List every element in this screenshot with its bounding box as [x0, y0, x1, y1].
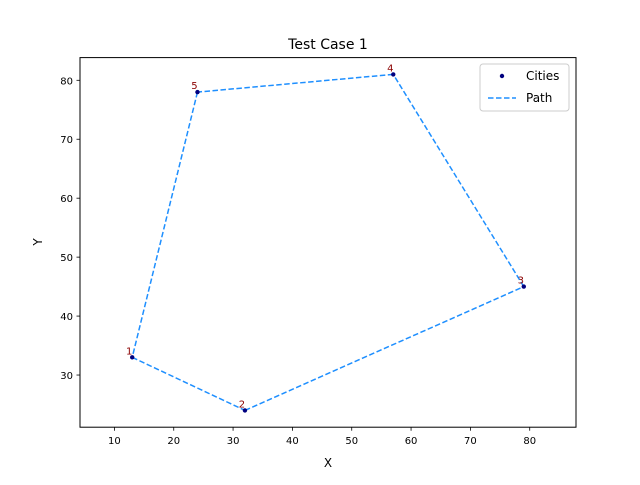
- legend-cities-marker: [499, 73, 505, 79]
- city-label: 1: [126, 346, 132, 357]
- y-tick-label: 80: [60, 76, 73, 87]
- city-label: 4: [387, 63, 393, 74]
- path-segment: [392, 74, 525, 288]
- path-segment: [244, 285, 525, 412]
- legend-cities-label: Cities: [526, 69, 559, 83]
- x-tick-label: 80: [523, 436, 536, 447]
- path-segment: [197, 73, 394, 93]
- city-label: 5: [191, 81, 197, 92]
- city-label: 2: [239, 399, 245, 410]
- x-axis-label: X: [324, 456, 332, 470]
- x-tick-label: 30: [227, 436, 240, 447]
- city-point: [242, 408, 248, 413]
- x-tick-label: 50: [345, 436, 358, 447]
- x-tick-label: 40: [286, 436, 299, 447]
- city-point: [130, 355, 135, 360]
- y-axis-label: Y: [31, 238, 45, 247]
- path-segment: [131, 91, 199, 358]
- legend: Cities Path: [479, 63, 570, 112]
- chart-title: Test Case 1: [287, 37, 368, 53]
- x-tick-label: 10: [108, 436, 121, 447]
- path-segment: [131, 356, 246, 412]
- y-tick-label: 60: [60, 194, 73, 205]
- city-point: [391, 72, 396, 77]
- city-point: [195, 89, 200, 95]
- city-label: 3: [518, 276, 524, 287]
- plot-area: 1 2 3 4 5: [126, 63, 526, 413]
- legend-path-label: Path: [526, 91, 552, 105]
- y-tick-label: 30: [60, 371, 73, 382]
- x-tick-label: 20: [167, 436, 180, 447]
- city-point: [521, 284, 526, 289]
- x-tick-label: 70: [464, 436, 477, 447]
- y-tick-label: 40: [60, 312, 73, 323]
- x-tick-label: 60: [405, 436, 418, 447]
- y-tick-label: 70: [60, 135, 73, 146]
- axes-frame: [79, 57, 577, 428]
- y-tick-label: 50: [60, 253, 73, 264]
